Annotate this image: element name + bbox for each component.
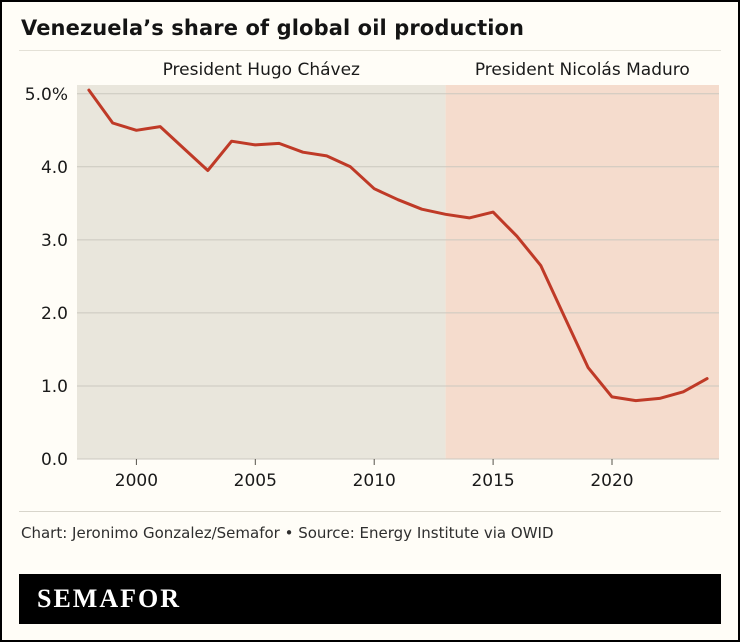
y-tick-label: 5.0% — [25, 85, 68, 105]
x-tick-label: 2005 — [234, 471, 277, 491]
chart-title: Venezuela’s share of global oil producti… — [21, 16, 525, 40]
era-label-0: President Hugo Chávez — [163, 60, 360, 80]
x-tick-label: 2015 — [471, 471, 514, 491]
x-tick-label: 2020 — [590, 471, 633, 491]
title-divider — [19, 50, 721, 51]
logo-bar: SEMAFOR — [19, 574, 721, 624]
y-tick-label: 2.0 — [41, 304, 68, 324]
y-tick-label: 3.0 — [41, 231, 68, 251]
line-chart: President Hugo Chávez President Nicolás M… — [25, 60, 719, 491]
semafor-logo: SEMAFOR — [37, 584, 181, 613]
era-band-1 — [445, 85, 719, 459]
era-label-1: President Nicolás Maduro — [475, 60, 690, 80]
y-tick-label: 1.0 — [41, 377, 68, 397]
credit-line: Chart: Jeronimo Gonzalez/Semafor • Sourc… — [21, 524, 554, 542]
series-line — [87, 88, 709, 403]
x-tick-label: 2000 — [115, 471, 158, 491]
era-band-0 — [77, 85, 446, 459]
x-tick-label: 2010 — [353, 471, 396, 491]
y-tick-label: 0.0 — [41, 450, 68, 470]
footer-divider — [19, 511, 721, 512]
y-tick-label: 4.0 — [41, 158, 68, 178]
